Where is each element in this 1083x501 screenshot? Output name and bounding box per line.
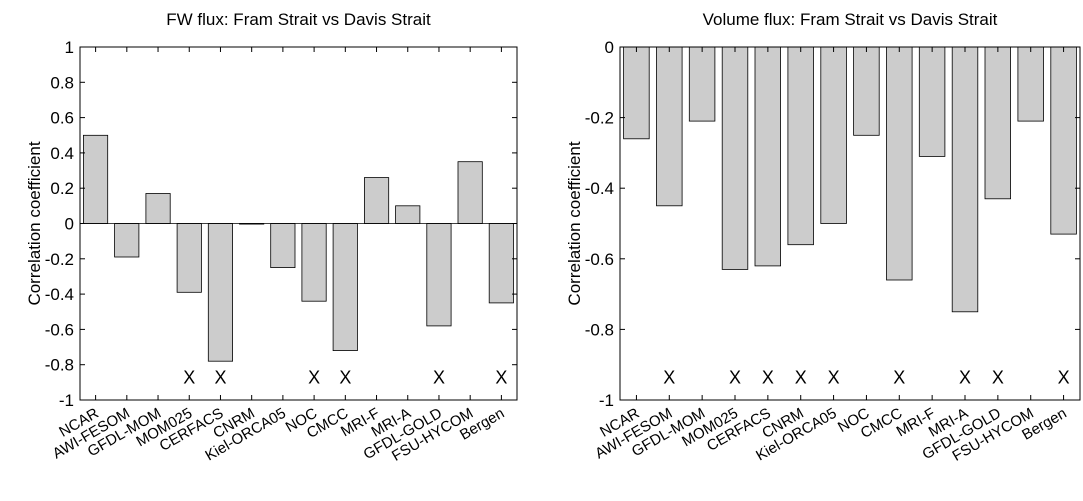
bar-noc xyxy=(853,46,880,136)
bar-mri-a xyxy=(395,205,421,224)
bar-kiel-orca05 xyxy=(820,46,847,224)
plot-area-frame xyxy=(619,46,1081,401)
y-tick-label: -1 xyxy=(59,391,74,410)
y-tick-label: -0.6 xyxy=(585,250,614,269)
bar-mri-f xyxy=(363,177,390,224)
bar-fsu-hycom xyxy=(1017,46,1044,122)
bar-ncar xyxy=(83,134,109,225)
bar-awi-fesom xyxy=(656,46,683,207)
y-tick-label: 0.4 xyxy=(50,144,74,163)
bar-gfdl-gold xyxy=(984,46,1012,200)
bar-mom025 xyxy=(721,46,749,270)
significance-marker: X xyxy=(339,367,351,387)
significance-marker: X xyxy=(795,367,807,387)
bar-bergen xyxy=(488,223,514,304)
y-tick-label: -0.8 xyxy=(585,320,614,339)
y-tick-label: 0.6 xyxy=(50,109,74,128)
significance-marker: X xyxy=(893,367,905,387)
chart-title: FW flux: Fram Strait vs Davis Strait xyxy=(166,10,431,29)
y-tick-label: -0.8 xyxy=(45,356,74,375)
y-tick-label: 0 xyxy=(605,38,614,57)
significance-marker: X xyxy=(992,367,1004,387)
significance-marker: X xyxy=(729,367,741,387)
y-tick-label: 0.2 xyxy=(50,179,74,198)
bar-gfdl-mom xyxy=(688,46,716,122)
fw-flux-chart: 10.80.60.40.20-0.2-0.4-0.6-0.8-1NCARAWI-… xyxy=(25,10,518,465)
significance-marker: X xyxy=(214,367,226,387)
significance-marker: X xyxy=(828,367,840,387)
y-tick-label: -0.6 xyxy=(45,320,74,339)
bar-cerfacs xyxy=(207,223,234,362)
significance-marker: X xyxy=(308,367,320,387)
bar-fsu-hycom xyxy=(457,161,483,224)
y-axis-label: Correlation coefficient xyxy=(25,141,44,305)
significance-marker: X xyxy=(433,367,445,387)
significance-marker: X xyxy=(1058,367,1070,387)
significance-marker: X xyxy=(762,367,774,387)
bar-mri-a xyxy=(951,46,979,313)
bar-mom025 xyxy=(176,223,202,293)
bar-gfdl-gold xyxy=(426,223,452,327)
y-tick-label: 1 xyxy=(65,38,74,57)
bar-cerfacs xyxy=(754,46,782,267)
bar-kiel-orca05 xyxy=(270,223,296,268)
y-tick-label: -0.2 xyxy=(585,109,614,128)
y-axis-label: Correlation coefficient xyxy=(565,141,584,305)
bar-awi-fesom xyxy=(114,223,140,258)
y-tick-label: 0.8 xyxy=(50,73,74,92)
significance-marker: X xyxy=(495,367,507,387)
y-tick-label: -0.4 xyxy=(585,179,614,198)
significance-marker: X xyxy=(663,367,675,387)
bar-ncar xyxy=(623,46,650,140)
volume-flux-chart: 0-0.2-0.4-0.6-0.8-1NCARAWI-FESOMXGFDL-MO… xyxy=(565,10,1081,465)
bar-noc xyxy=(301,223,327,302)
bar-cmcc xyxy=(886,46,913,281)
chart-title: Volume flux: Fram Strait vs Davis Strait xyxy=(703,10,998,29)
bar-gfdl-mom xyxy=(145,193,171,224)
y-tick-label: -0.2 xyxy=(45,250,74,269)
bar-cnrm xyxy=(787,46,814,246)
y-tick-label: -0.4 xyxy=(45,285,74,304)
bar-mri-f xyxy=(918,46,946,157)
y-tick-label: -1 xyxy=(599,391,614,410)
bar-cmcc xyxy=(332,223,358,351)
significance-marker: X xyxy=(959,367,971,387)
y-tick-label: 0 xyxy=(65,215,74,234)
bar-bergen xyxy=(1050,46,1077,235)
significance-marker: X xyxy=(183,367,195,387)
